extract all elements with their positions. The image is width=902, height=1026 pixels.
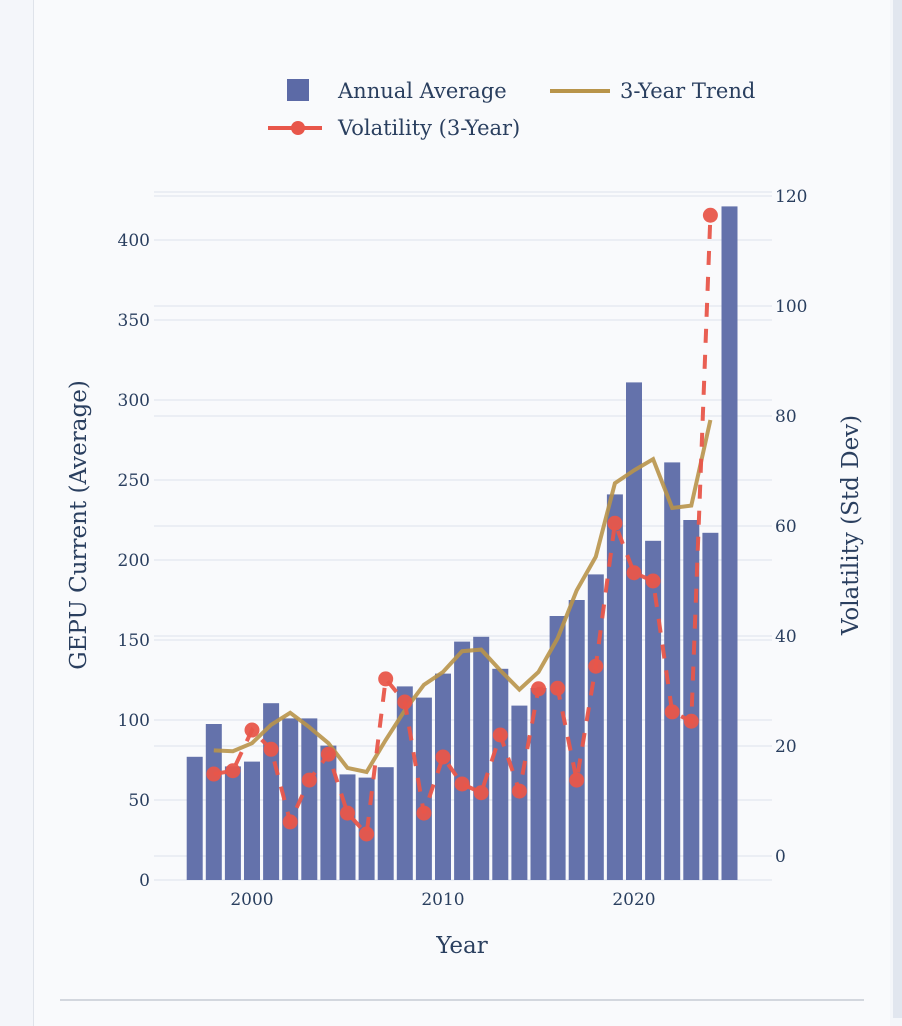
legend-swatch-bar	[287, 79, 309, 101]
bar-2009	[415, 697, 432, 880]
volatility-point-2024	[702, 207, 718, 223]
y-tick-label: 300	[118, 391, 150, 411]
legend-label: 3-Year Trend	[620, 79, 755, 103]
volatility-point-2002	[282, 814, 298, 830]
y-tick-label: 150	[118, 631, 150, 651]
y2-tick-label: 80	[775, 407, 797, 427]
y-tick-label: 200	[118, 551, 150, 571]
bar-2013	[492, 668, 509, 880]
y2-tick-label: 100	[775, 297, 807, 317]
x-tick-label: 2020	[612, 890, 655, 910]
y-tick-label: 100	[118, 711, 150, 731]
legend-item-volatility[interactable]: Volatility (3-Year)	[268, 116, 520, 140]
y2-tick-label: 20	[775, 737, 797, 757]
y-tick-label: 50	[128, 791, 150, 811]
x-tick-label: 2010	[421, 890, 464, 910]
y-tick-label: 250	[118, 471, 150, 491]
volatility-point-2020	[626, 565, 642, 581]
bar-1998	[205, 724, 222, 880]
volatility-point-2011	[454, 776, 470, 792]
legend-label: Annual Average	[337, 79, 507, 103]
volatility-point-2013	[492, 727, 508, 743]
volatility-point-1999	[225, 763, 241, 779]
legend-swatch-marker	[291, 121, 305, 135]
legend-label: Volatility (3-Year)	[337, 116, 520, 140]
y-tick-label: 0	[139, 871, 150, 891]
bar-2015	[530, 688, 547, 880]
section-divider	[60, 999, 864, 1001]
y2-tick-label: 40	[775, 627, 797, 647]
y2-tick-label: 120	[775, 187, 807, 207]
volatility-point-2023	[683, 713, 699, 729]
x-tick-label: 2000	[230, 890, 273, 910]
trend-line	[213, 419, 713, 775]
bar-2025	[721, 206, 738, 880]
y-tick-label: 350	[118, 311, 150, 331]
volatility-point-2018	[588, 658, 604, 674]
volatility-point-2001	[263, 741, 279, 757]
volatility-point-2007	[378, 671, 394, 687]
volatility-point-2004	[320, 746, 336, 762]
bar-2002	[282, 718, 299, 880]
bar-2016	[549, 616, 566, 880]
y-axis-left-ticks: 0 50 100 150 200 250 300 350 400	[118, 231, 150, 891]
bar-2020	[626, 382, 642, 880]
volatility-point-2008	[397, 694, 413, 710]
legend-item-3-year-trend[interactable]: 3-Year Trend	[550, 79, 755, 103]
bar-2012	[473, 636, 490, 880]
y-tick-label: 400	[118, 231, 150, 251]
legend: Annual Average 3-Year Trend Volatility (…	[268, 79, 755, 140]
x-axis-ticks: 2000 2010 2020	[230, 890, 655, 910]
bar-series-annual-average	[186, 206, 738, 880]
volatility-point-2022	[664, 704, 680, 720]
bar-2003	[301, 718, 318, 880]
x-axis-title: Year	[435, 933, 488, 959]
volatility-point-2010	[435, 749, 451, 765]
bar-2024	[702, 532, 719, 880]
line-series-volatility	[206, 207, 718, 842]
bar-2000	[244, 761, 260, 880]
volatility-point-2017	[569, 772, 585, 788]
y-axis-right-title: Volatility (Std Dev)	[838, 415, 864, 636]
volatility-point-2005	[340, 805, 355, 821]
y2-tick-label: 0	[775, 847, 786, 867]
bar-2007	[377, 767, 394, 880]
bar-2019	[606, 494, 623, 880]
volatility-point-2019	[607, 515, 623, 531]
legend-item-annual-average[interactable]: Annual Average	[287, 79, 507, 103]
volatility-point-1998	[206, 766, 222, 782]
bar-2018	[587, 574, 604, 880]
volatility-point-2016	[550, 680, 566, 696]
bar-1997	[186, 756, 203, 880]
bar-2011	[454, 641, 471, 880]
volatility-point-2014	[511, 783, 527, 799]
bar-2021	[645, 540, 662, 880]
bar-2005	[339, 774, 356, 880]
volatility-point-2006	[359, 826, 375, 842]
bar-2022	[664, 462, 681, 880]
volatility-point-2015	[531, 681, 546, 697]
volatility-point-2009	[416, 805, 432, 821]
line-series-3-year-trend	[213, 419, 713, 775]
bar-2010	[435, 673, 451, 880]
bar-1999	[224, 766, 241, 880]
volatility-point-2000	[244, 722, 260, 738]
y-axis-left-title: GEPU Current (Average)	[66, 380, 92, 670]
volatility-point-2012	[473, 785, 489, 801]
y-axis-right-ticks: 0 20 40 60 80 100 120	[775, 187, 807, 867]
scrollbar-track[interactable]	[893, 0, 902, 1018]
bar-2017	[568, 600, 585, 880]
volatility-point-2003	[301, 772, 317, 788]
bar-2004	[320, 745, 337, 880]
volatility-point-2021	[645, 573, 661, 589]
y2-tick-label: 60	[775, 517, 797, 537]
volatility-line	[213, 215, 713, 839]
